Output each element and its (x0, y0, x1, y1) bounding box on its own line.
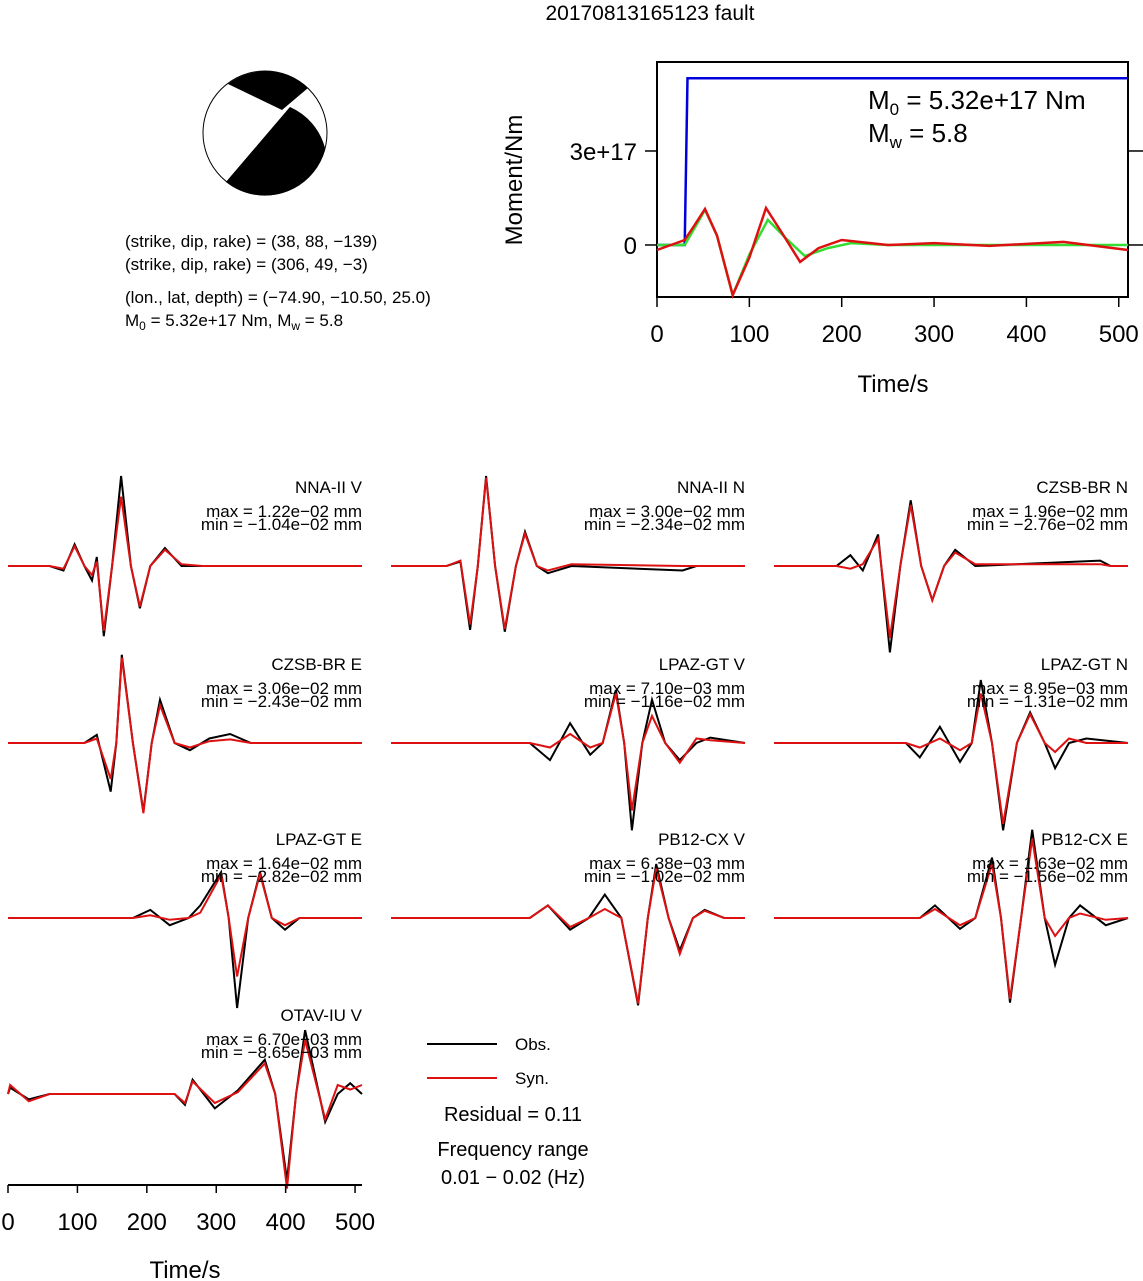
min-label: min = −1.56e−02 mm (967, 867, 1128, 886)
annotation: M0 = 5.32e+17 Nm (868, 85, 1086, 119)
x-tick-label: 300 (914, 321, 954, 348)
synthetic-trace (391, 477, 745, 630)
moment-line: M0 = 5.32e+17 Nm, Mw = 5.8 (125, 311, 343, 333)
max-label: max = 1.63e−02 mm (972, 854, 1128, 873)
synthetic-trace (7, 1039, 363, 1189)
synthetic-trace (391, 868, 745, 1004)
legend-label: Syn. (515, 1069, 549, 1088)
frequency-title: Frequency range (437, 1139, 588, 1161)
x-tick-label: 100 (729, 321, 769, 348)
x-tick-label: 400 (266, 1209, 306, 1236)
min-label: min = −1.02e−02 mm (584, 867, 745, 886)
station-label: PB12-CX V (658, 830, 746, 849)
station-label: CZSB-BR N (1036, 478, 1128, 497)
synthetic-trace (774, 838, 1129, 1000)
max-label: max = 6.38e−03 mm (589, 854, 745, 873)
x-tick-label: 500 (335, 1209, 375, 1236)
min-label: min = −2.76e−02 mm (967, 515, 1128, 534)
y-axis-label: Moment/Nm (501, 115, 528, 246)
x-tick-label: 500 (1099, 321, 1139, 348)
annotation: Mw = 5.8 (868, 118, 968, 152)
station-label: LPAZ-GT V (659, 655, 746, 674)
x-tick-label: 400 (1006, 321, 1046, 348)
x-axis-label: Time/s (149, 1257, 220, 1281)
observed-trace (391, 475, 745, 632)
max-label: max = 3.00e−02 mm (589, 502, 745, 521)
x-tick-label: 0 (1, 1209, 14, 1236)
max-label: max = 6.70e−03 mm (206, 1030, 362, 1049)
synthetic-trace (774, 504, 1128, 639)
station-label: OTAV-IU V (280, 1006, 362, 1025)
station-label: CZSB-BR E (271, 655, 362, 674)
synthetic-trace (8, 870, 362, 977)
x-axis-label: Time/s (857, 371, 928, 398)
max-label: max = 7.10e−03 mm (589, 679, 745, 698)
observed-trace (8, 869, 362, 1009)
beach-ball (202, 70, 328, 196)
x-tick-label: 100 (57, 1209, 97, 1236)
min-label: min = −2.43e−02 mm (201, 692, 362, 711)
location: (lon., lat, depth) = (−74.90, −10.50, 25… (125, 288, 431, 307)
min-label: min = −1.04e−02 mm (201, 515, 362, 534)
max-label: max = 1.22e−02 mm (206, 502, 362, 521)
min-label: min = −8.65e−03 mm (201, 1043, 362, 1062)
x-tick-label: 300 (196, 1209, 236, 1236)
max-label: max = 1.96e−02 mm (972, 502, 1128, 521)
synthetic-trace (8, 657, 362, 814)
synthetic-trace (391, 693, 746, 811)
max-label: max = 8.95e−03 mm (972, 679, 1128, 698)
series-line (657, 207, 1128, 300)
min-label: min = −2.34e−02 mm (584, 515, 745, 534)
residual: Residual = 0.11 (444, 1104, 582, 1126)
x-tick-label: 200 (127, 1209, 167, 1236)
focal-line: (strike, dip, rake) = (306, 49, −3) (125, 255, 368, 274)
station-label: NNA-II N (677, 478, 745, 497)
station-label: LPAZ-GT N (1041, 655, 1128, 674)
plot-frame (656, 61, 1129, 298)
y-tick-label: 3e+17 (570, 139, 637, 166)
max-label: max = 1.64e−02 mm (206, 854, 362, 873)
min-label: min = −2.82e−02 mm (201, 867, 362, 886)
x-tick-label: 200 (822, 321, 862, 348)
station-label: NNA-II V (295, 478, 363, 497)
title: 20170813165123 fault (545, 2, 754, 25)
min-label: min = −1.16e−02 mm (584, 692, 745, 711)
x-tick-label: 0 (650, 321, 663, 348)
observed-trace (8, 475, 362, 637)
synthetic-trace (774, 693, 1128, 825)
focal-line: (strike, dip, rake) = (38, 88, −139) (125, 232, 377, 251)
synthetic-trace (8, 496, 362, 631)
station-label: PB12-CX E (1041, 830, 1128, 849)
y-tick-label: 0 (624, 233, 637, 260)
legend-label: Obs. (515, 1035, 551, 1054)
station-label: LPAZ-GT E (276, 830, 362, 849)
series-line (656, 205, 1129, 299)
max-label: max = 3.06e−02 mm (206, 679, 362, 698)
frequency-range: 0.01 − 0.02 (Hz) (441, 1167, 585, 1189)
min-label: min = −1.31e−02 mm (967, 692, 1128, 711)
